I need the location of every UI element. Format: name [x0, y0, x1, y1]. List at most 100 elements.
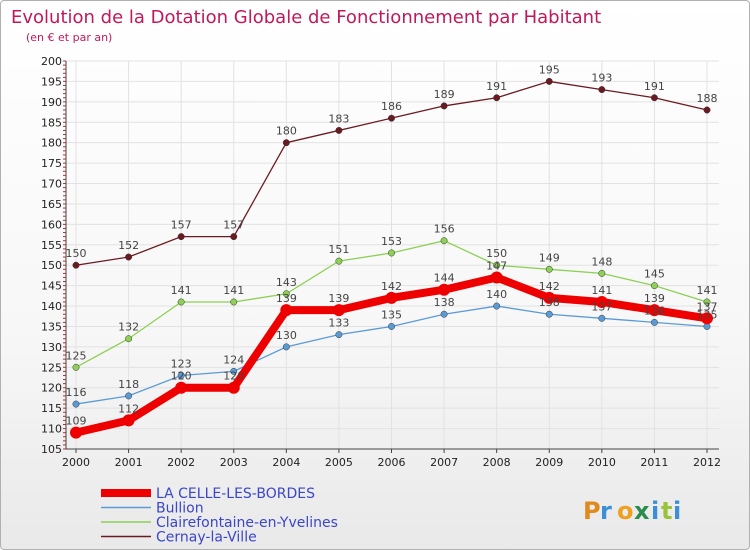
point-bullion — [598, 314, 606, 322]
point-cernay-la-ville — [72, 261, 80, 269]
point-cernay-la-ville — [598, 86, 606, 94]
x-tick-label: 2012 — [693, 456, 721, 469]
data-label: 135 — [697, 308, 718, 321]
y-tick-label: 190 — [41, 96, 62, 109]
y-tick-label: 120 — [41, 382, 62, 395]
data-label: 156 — [434, 223, 455, 236]
y-tick-label: 180 — [41, 137, 62, 150]
data-label: 150 — [486, 247, 507, 260]
x-tick-label: 2006 — [378, 456, 406, 469]
x-tick-label: 2010 — [588, 456, 616, 469]
data-label: 143 — [276, 276, 297, 289]
data-label: 130 — [276, 329, 297, 342]
y-tick-label: 165 — [41, 198, 62, 211]
y-tick-label: 140 — [41, 300, 62, 313]
data-label: 137 — [591, 300, 612, 313]
data-label: 120 — [171, 370, 192, 383]
data-label: 142 — [539, 280, 560, 293]
x-tick-label: 2002 — [167, 456, 195, 469]
data-label: 152 — [118, 239, 139, 252]
data-label: 153 — [381, 235, 402, 248]
point-cernay-la-ville — [388, 114, 395, 122]
y-tick-label: 105 — [41, 443, 62, 456]
point-clairefontaine-en-yvelines — [230, 298, 238, 306]
data-label: 141 — [223, 284, 244, 297]
y-tick-label: 170 — [41, 178, 62, 191]
point-cernay-la-ville — [177, 233, 185, 241]
point-bullion — [650, 318, 658, 326]
data-label: 144 — [434, 272, 455, 285]
point-la-celle-les-bordes — [385, 291, 398, 304]
x-tick-label: 2009 — [535, 456, 563, 469]
data-label: 188 — [697, 92, 718, 105]
data-label: 112 — [118, 402, 139, 415]
y-tick-label: 175 — [41, 157, 62, 170]
data-label: 141 — [697, 284, 718, 297]
x-tick-label: 2007 — [430, 456, 458, 469]
brand-letter: o — [617, 497, 634, 525]
point-la-celle-les-bordes — [227, 381, 240, 394]
point-cernay-la-ville — [282, 139, 290, 147]
data-label: 157 — [223, 219, 244, 232]
data-labels: 150 152 157 157 180 183 186 189 191 195 193 191 188 1… — [66, 63, 718, 427]
data-label: 147 — [486, 259, 507, 272]
brand-letter: i — [651, 497, 659, 525]
point-cernay-la-ville — [230, 233, 238, 241]
data-label: 132 — [118, 321, 139, 334]
data-label: 136 — [644, 304, 665, 317]
legend: LA CELLE-LES-BORDESBullionClairefontaine… — [101, 486, 338, 546]
point-bullion — [545, 310, 553, 318]
data-label: 140 — [486, 288, 507, 301]
data-label: 145 — [644, 268, 665, 281]
series-group — [70, 77, 713, 439]
data-label: 137 — [697, 300, 718, 313]
data-label: 189 — [434, 88, 455, 101]
point-cernay-la-ville — [335, 126, 343, 134]
y-tick-label: 155 — [41, 239, 62, 252]
point-clairefontaine-en-yvelines — [388, 249, 395, 257]
data-label: 142 — [381, 280, 402, 293]
data-label: 141 — [171, 284, 192, 297]
point-bullion — [177, 372, 185, 379]
data-label: 191 — [486, 80, 507, 93]
x-tick-label: 2004 — [272, 456, 300, 469]
point-bullion — [282, 343, 290, 351]
data-label: 186 — [381, 100, 402, 113]
data-label: 150 — [66, 247, 87, 260]
data-label: 118 — [118, 378, 139, 391]
data-label: 180 — [276, 125, 297, 138]
point-clairefontaine-en-yvelines — [598, 269, 606, 277]
y-tick-label: 125 — [41, 361, 62, 374]
x-tick-label: 2003 — [220, 456, 248, 469]
point-la-celle-les-bordes — [332, 304, 345, 317]
point-clairefontaine-en-yvelines — [177, 298, 185, 306]
data-label: 151 — [328, 243, 349, 256]
data-label: 183 — [328, 112, 349, 125]
legend-label: Clairefontaine-en-Yvelines — [156, 515, 338, 531]
x-tick-label: 2000 — [62, 456, 90, 469]
point-la-celle-les-bordes — [595, 295, 608, 308]
point-la-celle-les-bordes — [648, 304, 661, 317]
legend-label: LA CELLE-LES-BORDES — [156, 486, 315, 502]
x-tick-label: 2001 — [115, 456, 143, 469]
data-label: 124 — [223, 353, 244, 366]
point-bullion — [335, 331, 343, 339]
data-label: 139 — [276, 292, 297, 305]
point-clairefontaine-en-yvelines — [440, 237, 448, 245]
axes: 105 110 115 120 125 130 135 140 145 150 155 160 165 1… — [41, 55, 721, 469]
y-tick-label: 110 — [41, 423, 62, 436]
legend-label: Cernay-la-Ville — [156, 530, 257, 546]
point-clairefontaine-en-yvelines — [335, 257, 343, 265]
data-label: 125 — [66, 349, 87, 362]
point-clairefontaine-en-yvelines — [545, 265, 553, 273]
y-tick-label: 150 — [41, 259, 62, 272]
point-bullion — [388, 323, 395, 330]
brand-letter: x — [634, 497, 650, 525]
point-cernay-la-ville — [493, 94, 501, 102]
x-tick-label: 2005 — [325, 456, 353, 469]
y-tick-label: 160 — [41, 218, 62, 231]
brand-letter: i — [673, 497, 681, 525]
